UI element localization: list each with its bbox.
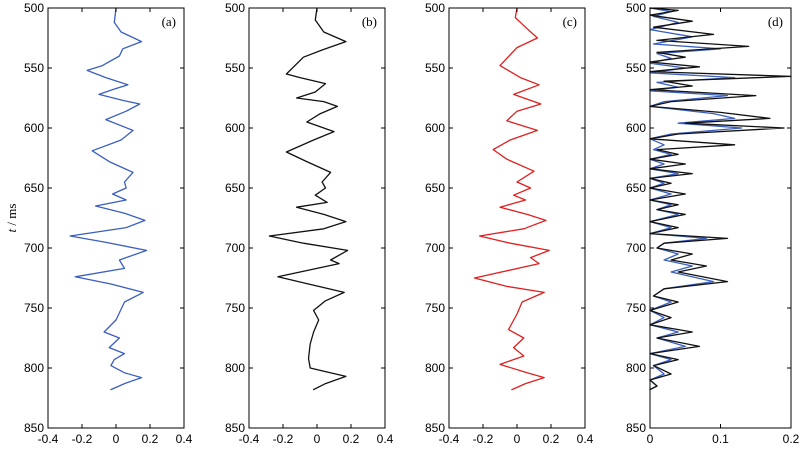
x-tick-label: 0.1 xyxy=(712,432,729,446)
y-axis-title-rest: / ms xyxy=(4,204,19,229)
x-tick-label: 0 xyxy=(113,432,120,446)
y-tick-label: 800 xyxy=(24,361,44,375)
x-tick-label: 0.4 xyxy=(377,432,394,446)
y-tick-label: 600 xyxy=(225,121,245,135)
panel-c: -0.4 -0.2 0 0.2 0.4 500 550 600 650 700 750 800 850 (… xyxy=(425,1,594,446)
x-tick-label: 0.2 xyxy=(543,432,560,446)
x-tick-label: 0.2 xyxy=(142,432,159,446)
x-tick-label: 0 xyxy=(314,432,321,446)
x-tick-label: 0.4 xyxy=(577,432,594,446)
x-tick-label: 0 xyxy=(514,432,521,446)
y-tick-label: 850 xyxy=(425,421,445,435)
y-tick-label: 500 xyxy=(225,1,245,15)
panels: -0.4 -0.2 0 0.2 0.4 500 550 600 650 700 750 800 850 (… xyxy=(24,1,800,446)
y-tick-label: 750 xyxy=(425,301,445,315)
y-tick-label: 750 xyxy=(626,301,646,315)
panel-b: -0.4 -0.2 0 0.2 0.4 500 550 600 650 700 750 800 850 (… xyxy=(225,1,394,446)
y-tick-label: 700 xyxy=(225,241,245,255)
x-tick-label: 0.2 xyxy=(343,432,360,446)
y-tick-label: 850 xyxy=(626,421,646,435)
axes-frame xyxy=(47,7,185,429)
series-line-blue xyxy=(69,7,148,391)
y-tick-label: 550 xyxy=(626,61,646,75)
y-tick-label: 650 xyxy=(24,181,44,195)
series-line-black xyxy=(268,7,349,391)
y-tick-label: 850 xyxy=(24,421,44,435)
axes-frame xyxy=(448,7,586,429)
panel-label: (b) xyxy=(362,14,377,29)
y-axis-title: t / ms xyxy=(4,204,19,233)
y-axis-title-italic: t xyxy=(4,228,19,232)
y-tick-label: 700 xyxy=(626,241,646,255)
x-tick-label: -0.4 xyxy=(239,432,260,446)
y-tick-label: 500 xyxy=(425,1,445,15)
panel-label: (a) xyxy=(162,14,176,29)
x-tick-label: -0.4 xyxy=(439,432,460,446)
y-tick-label: 650 xyxy=(225,181,245,195)
y-tick-label: 800 xyxy=(626,361,646,375)
y-tick-label: 750 xyxy=(225,301,245,315)
x-tick-label: -0.4 xyxy=(38,432,59,446)
x-tick-label: -0.2 xyxy=(273,432,294,446)
y-tick-label: 700 xyxy=(425,241,445,255)
series-line-red xyxy=(473,7,550,391)
y-tick-label: 750 xyxy=(24,301,44,315)
y-tick-label: 800 xyxy=(425,361,445,375)
y-tick-label: 550 xyxy=(425,61,445,75)
axes-frame xyxy=(248,7,386,429)
series-line-black xyxy=(649,7,792,391)
y-tick-label: 550 xyxy=(24,61,44,75)
x-tick-label: -0.2 xyxy=(72,432,93,446)
x-tick-label: 0.2 xyxy=(783,432,800,446)
panel-a: -0.4 -0.2 0 0.2 0.4 500 550 600 650 700 750 800 850 (… xyxy=(24,1,193,446)
series-line-blue xyxy=(649,7,743,391)
y-tick-label: 500 xyxy=(626,1,646,15)
y-tick-label: 700 xyxy=(24,241,44,255)
panel-d: 0 0.1 0.2 500 550 600 650 700 750 800 850 (d) xyxy=(626,1,800,446)
panel-label: (d) xyxy=(768,14,783,29)
y-tick-label: 650 xyxy=(626,181,646,195)
y-tick-label: 600 xyxy=(626,121,646,135)
panel-label: (c) xyxy=(563,14,577,29)
x-tick-label: 0 xyxy=(647,432,654,446)
axes-frame xyxy=(649,7,792,429)
y-tick-label: 500 xyxy=(24,1,44,15)
y-tick-label: 550 xyxy=(225,61,245,75)
y-tick-label: 600 xyxy=(425,121,445,135)
x-tick-label: -0.2 xyxy=(473,432,494,446)
x-tick-label: 0.4 xyxy=(176,432,193,446)
y-tick-label: 850 xyxy=(225,421,245,435)
y-tick-label: 800 xyxy=(225,361,245,375)
y-tick-label: 600 xyxy=(24,121,44,135)
y-tick-label: 650 xyxy=(425,181,445,195)
